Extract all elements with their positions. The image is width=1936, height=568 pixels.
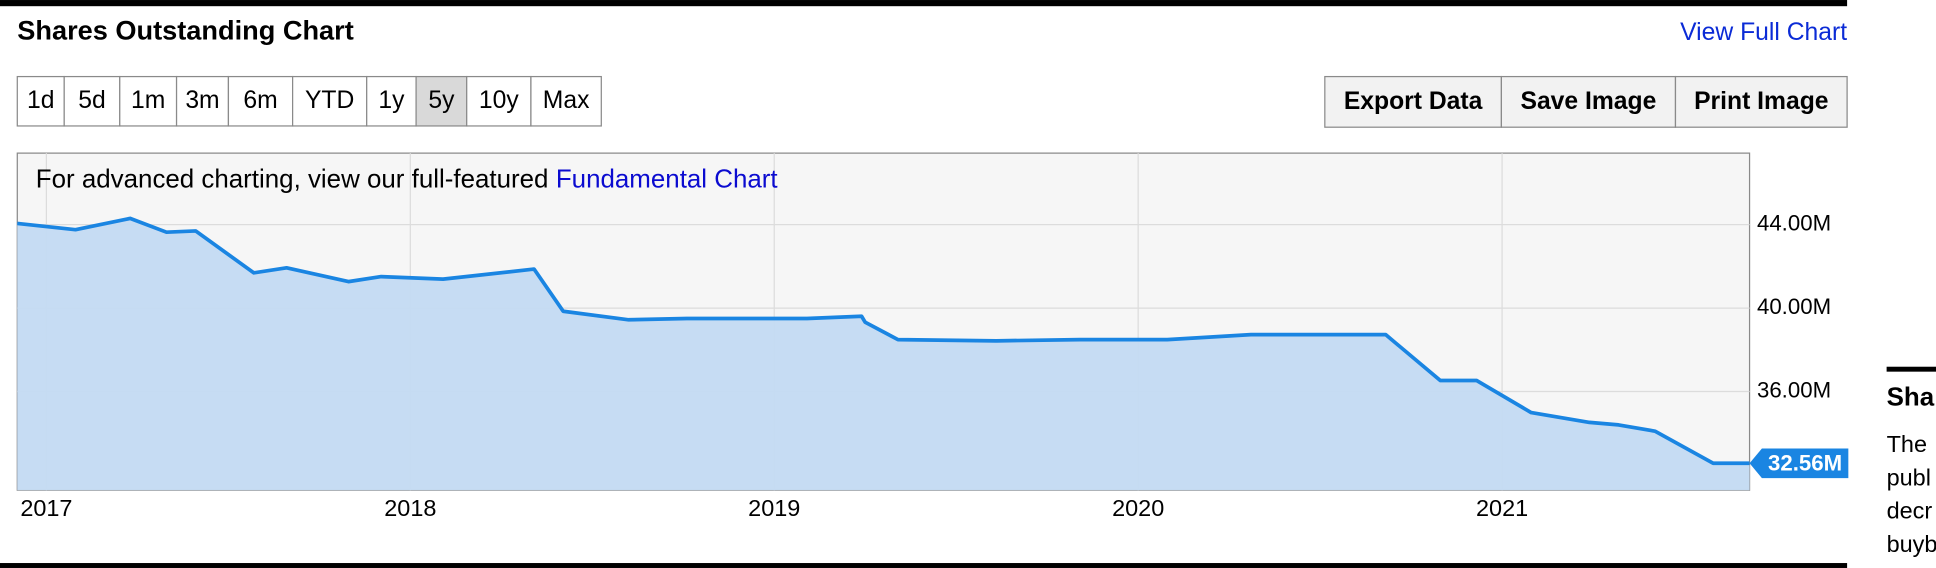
top-rule bbox=[0, 0, 1848, 7]
x-tick-label: 2019 bbox=[748, 495, 800, 521]
x-tick-label: 2018 bbox=[384, 495, 436, 521]
value-badge bbox=[1749, 448, 1849, 479]
range-label: 5d bbox=[78, 87, 105, 114]
sidebar: Sha The publ decr buyb bbox=[1886, 366, 1936, 557]
range-button[interactable] bbox=[292, 75, 368, 127]
area bbox=[17, 218, 1750, 491]
page-title: Shares Outstanding Chart bbox=[17, 14, 353, 45]
range-button[interactable] bbox=[63, 75, 121, 127]
range-label: 5y bbox=[428, 87, 455, 114]
sidebar-title: Sha bbox=[1887, 384, 1935, 412]
range-button[interactable] bbox=[366, 75, 417, 127]
range-label: 3m bbox=[185, 87, 219, 114]
notice: For advanced charting, view our full-fea… bbox=[36, 165, 779, 193]
range-button[interactable] bbox=[415, 75, 468, 127]
notice-text: For advanced charting, view our full-fea… bbox=[36, 165, 549, 193]
fundamental-link[interactable]: Fundamental Chart bbox=[556, 165, 779, 193]
sidebar-rule bbox=[1886, 366, 1936, 372]
sidebar-line: buyb bbox=[1887, 531, 1936, 557]
y-tick-label: 40.00M bbox=[1757, 294, 1831, 319]
y-tick-label: 36.00M bbox=[1757, 377, 1831, 402]
range-label: 1m bbox=[131, 87, 165, 114]
range-label: Max bbox=[543, 87, 590, 114]
sidebar-line: The bbox=[1887, 431, 1927, 457]
range-label: 10y bbox=[479, 87, 519, 114]
action-label: Export Data bbox=[1344, 88, 1483, 115]
action-button[interactable] bbox=[1500, 75, 1677, 128]
range-button[interactable] bbox=[119, 75, 178, 127]
range-label: 1y bbox=[378, 87, 405, 114]
value-label: 32.56M bbox=[1768, 450, 1842, 475]
bottom-rule bbox=[0, 563, 1848, 568]
line bbox=[17, 216, 1750, 466]
range-label: 6m bbox=[243, 87, 277, 114]
sidebar-line: publ bbox=[1887, 464, 1931, 490]
full-chart-link[interactable]: View Full Chart bbox=[1680, 19, 1847, 46]
y-tick-label: 44.00M bbox=[1757, 211, 1831, 236]
range-button[interactable] bbox=[16, 75, 65, 127]
action-button[interactable] bbox=[1674, 75, 1848, 128]
sidebar-line: decr bbox=[1887, 498, 1933, 524]
x-tick-label: 2017 bbox=[20, 495, 72, 521]
action-label: Save Image bbox=[1520, 88, 1656, 115]
range-button[interactable] bbox=[530, 75, 602, 127]
x-tick-label: 2020 bbox=[1112, 495, 1164, 521]
range-button[interactable] bbox=[466, 75, 532, 127]
x-tick-label: 2021 bbox=[1476, 495, 1528, 521]
range-button[interactable] bbox=[227, 75, 294, 127]
range-label: YTD bbox=[305, 87, 354, 114]
range-label: 1d bbox=[27, 87, 54, 114]
action-label: Print Image bbox=[1694, 88, 1828, 115]
